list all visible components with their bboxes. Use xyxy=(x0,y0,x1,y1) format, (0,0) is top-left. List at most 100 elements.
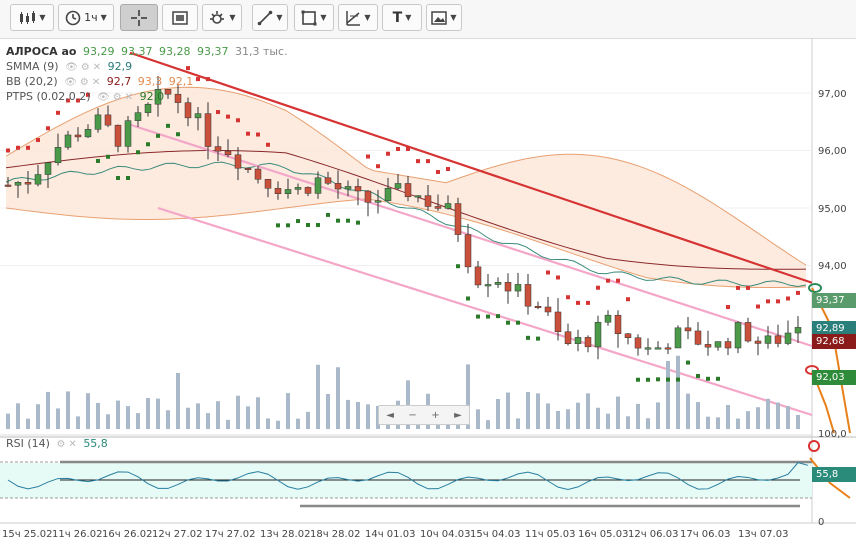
gear-icon[interactable]: ⚙ xyxy=(112,92,122,103)
scroll-right-icon[interactable]: ► xyxy=(454,409,462,421)
price-chart-canvas[interactable] xyxy=(0,38,856,547)
candle xyxy=(764,335,772,344)
volume-bar xyxy=(726,405,730,429)
fib-tool-button[interactable]: ▼ xyxy=(338,4,378,31)
candle xyxy=(624,333,632,338)
volume-bar xyxy=(576,402,580,429)
volume-bar xyxy=(36,404,40,429)
candle xyxy=(14,182,22,186)
shape-tool-button[interactable]: ▼ xyxy=(294,4,334,31)
text-tool-button[interactable]: T ▼ xyxy=(382,4,422,31)
volume-bar xyxy=(796,414,800,429)
candle xyxy=(34,174,42,185)
psar-dot xyxy=(286,223,290,228)
red-trendline xyxy=(129,51,813,284)
last-price-tag: 93,37 xyxy=(812,293,856,308)
time-tick: 12ч 06.03 xyxy=(628,529,679,540)
candle xyxy=(254,168,262,180)
candle xyxy=(714,341,722,348)
fullscreen-button[interactable] xyxy=(162,4,198,31)
gear-icon[interactable]: ⚙ xyxy=(79,77,89,88)
psar-dot xyxy=(76,98,80,103)
close-icon[interactable]: ✕ xyxy=(91,77,101,88)
chevron-down-icon: ▼ xyxy=(229,13,236,22)
candle xyxy=(494,282,502,285)
chart-area[interactable] xyxy=(0,38,856,547)
fibonacci-icon xyxy=(346,10,361,26)
candle xyxy=(334,183,342,190)
volume-bar xyxy=(346,399,350,429)
psar-dot xyxy=(456,264,460,269)
candle xyxy=(144,103,152,113)
volume-bar xyxy=(316,364,320,429)
volume-bar xyxy=(596,407,600,429)
psar-dot xyxy=(146,142,150,147)
eye-icon[interactable]: 👁 xyxy=(64,77,77,88)
indicators-button[interactable]: ▼ xyxy=(202,4,242,31)
psar-dot xyxy=(516,320,520,325)
volume-bar xyxy=(786,406,790,429)
snapshot-button[interactable]: ▼ xyxy=(426,4,462,31)
text-tool-label: T xyxy=(392,9,403,26)
line-tool-button[interactable]: ▼ xyxy=(252,4,288,31)
eye-icon[interactable]: 👁 xyxy=(97,92,110,103)
candle xyxy=(484,284,492,287)
volume-bar xyxy=(256,397,260,429)
volume-bar xyxy=(476,409,480,429)
psar-dot xyxy=(536,336,540,341)
candle xyxy=(474,266,482,286)
volume-bar xyxy=(116,400,120,429)
time-tick: 16ч 05.03 xyxy=(578,529,629,540)
candle xyxy=(594,321,602,348)
psar-dot xyxy=(546,270,550,275)
psar-dot xyxy=(266,142,270,147)
eye-icon[interactable]: 👁 xyxy=(65,62,78,73)
psar-dot xyxy=(156,133,160,138)
close-icon[interactable]: ✕ xyxy=(124,92,134,103)
psar-dot xyxy=(566,295,570,300)
zoom-out-icon[interactable]: − xyxy=(408,409,417,421)
psar-dot xyxy=(396,146,400,151)
crosshair-button[interactable] xyxy=(120,4,158,31)
candle xyxy=(724,341,732,349)
chart-navigation: ◄ − + ► xyxy=(378,405,470,425)
psar-dot xyxy=(416,159,420,164)
rsi-label: RSI (14) xyxy=(6,437,50,450)
clock-icon xyxy=(65,10,81,25)
candle xyxy=(64,134,72,148)
candle xyxy=(454,203,462,235)
candle xyxy=(414,195,422,198)
close-icon[interactable]: ✕ xyxy=(68,439,77,450)
rsi-value: 55,8 xyxy=(83,437,108,450)
chart-type-button[interactable]: ▼ xyxy=(10,4,54,31)
candle xyxy=(424,195,432,207)
candle xyxy=(574,337,582,344)
volume-bar xyxy=(236,395,240,429)
volume-bar xyxy=(626,416,630,429)
candle xyxy=(754,340,762,344)
psar-dot xyxy=(746,285,750,290)
candle xyxy=(394,183,402,189)
psar-dot xyxy=(196,77,200,82)
timeframe-button[interactable]: 1ч ▼ xyxy=(58,4,114,31)
candlestick-icon xyxy=(20,10,36,24)
psar-dot xyxy=(606,278,610,283)
marker-circle xyxy=(808,283,822,293)
gear-icon[interactable]: ⚙ xyxy=(80,62,90,73)
candle xyxy=(204,113,212,147)
zoom-in-icon[interactable]: + xyxy=(431,409,440,421)
scroll-left-icon[interactable]: ◄ xyxy=(386,409,394,421)
close-icon[interactable]: ✕ xyxy=(92,62,102,73)
volume-bar xyxy=(646,418,650,429)
candle xyxy=(104,114,112,126)
candle xyxy=(24,182,32,185)
candle xyxy=(44,162,52,175)
psar-dot xyxy=(326,212,330,217)
volume-bar xyxy=(356,401,360,429)
volume-bar xyxy=(136,413,140,429)
volume-bar xyxy=(266,418,270,429)
volume-bar xyxy=(536,393,540,429)
psar-dot xyxy=(576,300,580,305)
volume-bar xyxy=(296,418,300,429)
gear-icon[interactable]: ⚙ xyxy=(56,439,66,450)
